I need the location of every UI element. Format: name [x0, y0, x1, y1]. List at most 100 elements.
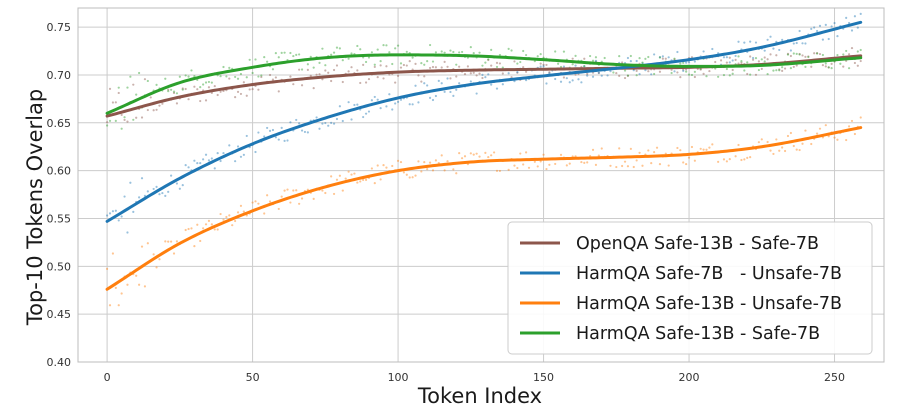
raw-sample-point — [335, 64, 339, 67]
raw-sample-point — [234, 160, 237, 163]
raw-sample-point — [440, 154, 443, 157]
raw-sample-point — [434, 94, 437, 98]
raw-sample-point — [181, 88, 184, 91]
raw-sample-point — [277, 138, 280, 141]
raw-sample-point — [647, 149, 650, 152]
raw-sample-point — [193, 159, 196, 162]
raw-sample-point — [251, 71, 254, 75]
raw-sample-point — [172, 252, 176, 255]
raw-sample-point — [845, 138, 848, 142]
raw-sample-point — [685, 68, 688, 71]
raw-sample-point — [731, 68, 734, 72]
raw-sample-point — [443, 90, 446, 93]
raw-sample-point — [283, 189, 286, 192]
raw-sample-point — [364, 178, 368, 181]
raw-sample-point — [196, 88, 199, 91]
raw-sample-point — [408, 103, 411, 106]
raw-sample-point — [379, 64, 382, 67]
raw-sample-point — [455, 63, 458, 66]
raw-sample-point — [737, 55, 740, 58]
raw-sample-point — [440, 66, 443, 69]
raw-sample-point — [792, 144, 795, 148]
legend-label: OpenQA Safe-13B - Safe-7B — [576, 234, 819, 254]
raw-sample-point — [184, 164, 187, 167]
raw-sample-point — [234, 95, 237, 99]
raw-sample-point — [428, 66, 432, 70]
raw-sample-point — [245, 94, 248, 97]
raw-sample-point — [638, 151, 641, 154]
raw-sample-point — [626, 56, 630, 60]
raw-sample-point — [167, 88, 170, 91]
raw-sample-point — [216, 228, 219, 231]
raw-sample-point — [236, 211, 240, 214]
raw-sample-point — [350, 52, 353, 55]
raw-sample-point — [687, 73, 691, 76]
raw-sample-point — [431, 98, 435, 102]
raw-sample-point — [315, 116, 318, 119]
raw-sample-point — [382, 44, 385, 47]
raw-sample-point — [455, 75, 458, 78]
raw-sample-point — [635, 159, 638, 162]
plot-frame — [77, 7, 885, 363]
raw-sample-point — [300, 129, 304, 132]
raw-sample-point — [807, 55, 810, 58]
raw-sample-point — [621, 164, 624, 168]
raw-sample-point — [373, 63, 376, 66]
raw-sample-point — [353, 172, 356, 175]
raw-sample-point — [341, 119, 344, 123]
raw-sample-point — [813, 26, 816, 29]
raw-sample-point — [481, 76, 484, 80]
raw-sample-point — [248, 88, 251, 91]
raw-sample-point — [789, 49, 792, 52]
raw-sample-point — [385, 44, 388, 47]
raw-sample-point — [559, 153, 563, 156]
raw-sample-point — [653, 53, 656, 56]
raw-sample-point — [298, 53, 301, 56]
raw-sample-point — [295, 189, 298, 192]
raw-sample-point — [405, 50, 408, 53]
raw-sample-point — [251, 88, 254, 91]
raw-sample-point — [583, 64, 586, 68]
raw-sample-point — [583, 65, 586, 68]
raw-sample-point — [655, 146, 659, 149]
raw-sample-point — [658, 56, 662, 59]
raw-sample-point — [623, 160, 627, 163]
raw-sample-point — [181, 87, 184, 90]
y-tick-label: 0.55 — [47, 212, 72, 225]
raw-sample-point — [341, 189, 344, 192]
raw-sample-point — [309, 74, 312, 77]
raw-sample-point — [161, 191, 164, 195]
raw-sample-point — [152, 187, 155, 191]
raw-sample-point — [277, 90, 280, 93]
raw-sample-point — [120, 113, 123, 117]
raw-sample-point — [274, 52, 277, 55]
raw-sample-point — [754, 73, 758, 76]
raw-sample-point — [193, 85, 196, 88]
raw-sample-point — [658, 56, 662, 59]
raw-sample-point — [443, 60, 446, 63]
raw-sample-point — [571, 57, 574, 60]
raw-sample-point — [810, 142, 813, 146]
raw-sample-point — [586, 72, 589, 75]
raw-sample-point — [152, 109, 155, 112]
raw-sample-point — [682, 161, 685, 164]
raw-sample-point — [536, 165, 539, 168]
raw-sample-point — [580, 81, 583, 84]
raw-sample-point — [146, 190, 149, 193]
raw-sample-point — [661, 55, 664, 58]
raw-sample-point — [210, 223, 213, 226]
raw-sample-point — [376, 76, 379, 79]
raw-sample-point — [786, 134, 790, 138]
raw-sample-point — [440, 82, 443, 85]
raw-sample-point — [399, 160, 403, 164]
raw-sample-point — [431, 65, 435, 69]
raw-sample-point — [338, 105, 341, 108]
raw-sample-point — [437, 79, 440, 82]
legend-label: HarmQA Safe-7B - Unsafe-7B — [576, 264, 842, 284]
raw-sample-point — [629, 60, 632, 63]
raw-sample-point — [164, 77, 167, 80]
raw-sample-point — [621, 61, 624, 64]
raw-sample-point — [821, 53, 824, 57]
raw-sample-point — [204, 223, 208, 226]
